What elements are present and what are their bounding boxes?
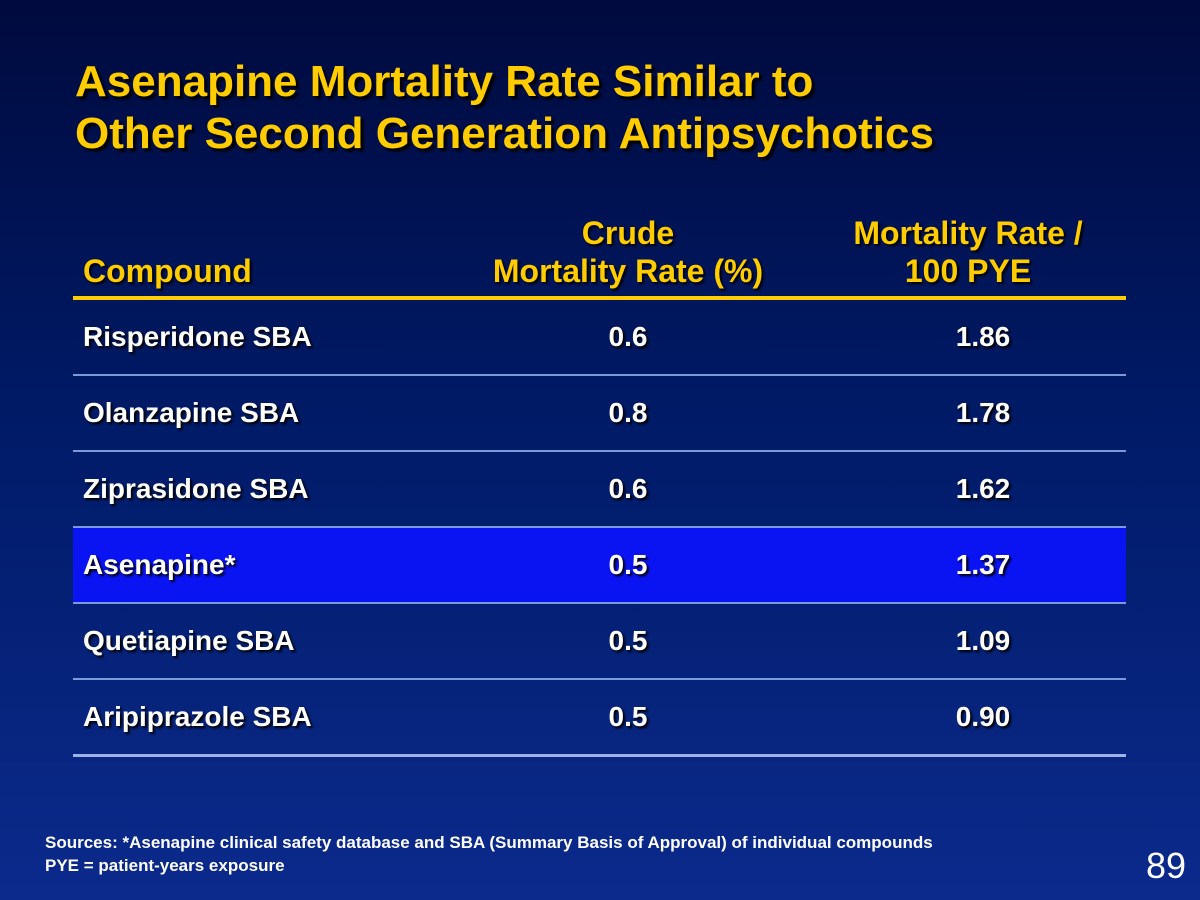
table-row: Aripiprazole SBA 0.5 0.90 <box>73 680 1126 757</box>
cell-compound: Asenapine* <box>83 549 236 580</box>
cell-rate-per-100-pye: 1.78 <box>955 397 1011 428</box>
table-row: Olanzapine SBA 0.8 1.78 <box>73 376 1126 452</box>
cell-compound: Quetiapine SBA <box>83 625 295 656</box>
footnotes: Sources: *Asenapine clinical safety data… <box>45 831 933 877</box>
cell-crude-rate: 0.6 <box>608 321 648 352</box>
footnote-pye-definition: PYE = patient-years exposure <box>45 856 285 875</box>
slide-title: Asenapine Mortality Rate Similar to Othe… <box>75 56 1155 160</box>
cell-rate-per-100-pye: 0.90 <box>955 701 1011 732</box>
header-mortality-line-2: 100 PYE <box>904 253 1032 289</box>
header-crude-line-1: Crude <box>581 215 675 251</box>
cell-compound: Risperidone SBA <box>83 321 312 352</box>
cell-compound: Ziprasidone SBA <box>83 473 309 504</box>
cell-rate-per-100-pye: 1.09 <box>955 625 1011 656</box>
header-mortality-line-1: Mortality Rate / <box>853 215 1083 251</box>
header-compound: Compound <box>83 253 252 289</box>
footnote-sources: Sources: *Asenapine clinical safety data… <box>45 833 933 852</box>
header-crude-line-2: Mortality Rate (%) <box>492 253 764 289</box>
cell-crude-rate: 0.5 <box>608 549 648 580</box>
cell-crude-rate: 0.8 <box>608 397 648 428</box>
mortality-table: Compound Crude Mortality Rate (%) Mortal… <box>73 210 1126 757</box>
cell-crude-rate: 0.5 <box>608 625 648 656</box>
slide-title-line-2: Other Second Generation Antipsychotics <box>75 109 934 158</box>
table-row-highlighted: Asenapine* 0.5 1.37 <box>73 528 1126 604</box>
cell-rate-per-100-pye: 1.86 <box>955 321 1011 352</box>
slide-title-line-1: Asenapine Mortality Rate Similar to <box>75 57 814 106</box>
cell-crude-rate: 0.5 <box>608 701 648 732</box>
header-crude-mortality: Crude Mortality Rate (%) <box>453 214 803 290</box>
cell-compound: Olanzapine SBA <box>83 397 300 428</box>
cell-crude-rate: 0.6 <box>608 473 648 504</box>
table-row: Ziprasidone SBA 0.6 1.62 <box>73 452 1126 528</box>
cell-compound: Aripiprazole SBA <box>83 701 312 732</box>
cell-rate-per-100-pye: 1.62 <box>955 473 1011 504</box>
cell-rate-per-100-pye: 1.37 <box>955 549 1011 580</box>
page-number: 89 <box>1145 845 1186 886</box>
header-mortality-rate: Mortality Rate / 100 PYE <box>813 214 1123 290</box>
table-row: Quetiapine SBA 0.5 1.09 <box>73 604 1126 680</box>
table-header: Compound Crude Mortality Rate (%) Mortal… <box>73 210 1126 300</box>
table-row: Risperidone SBA 0.6 1.86 <box>73 300 1126 376</box>
